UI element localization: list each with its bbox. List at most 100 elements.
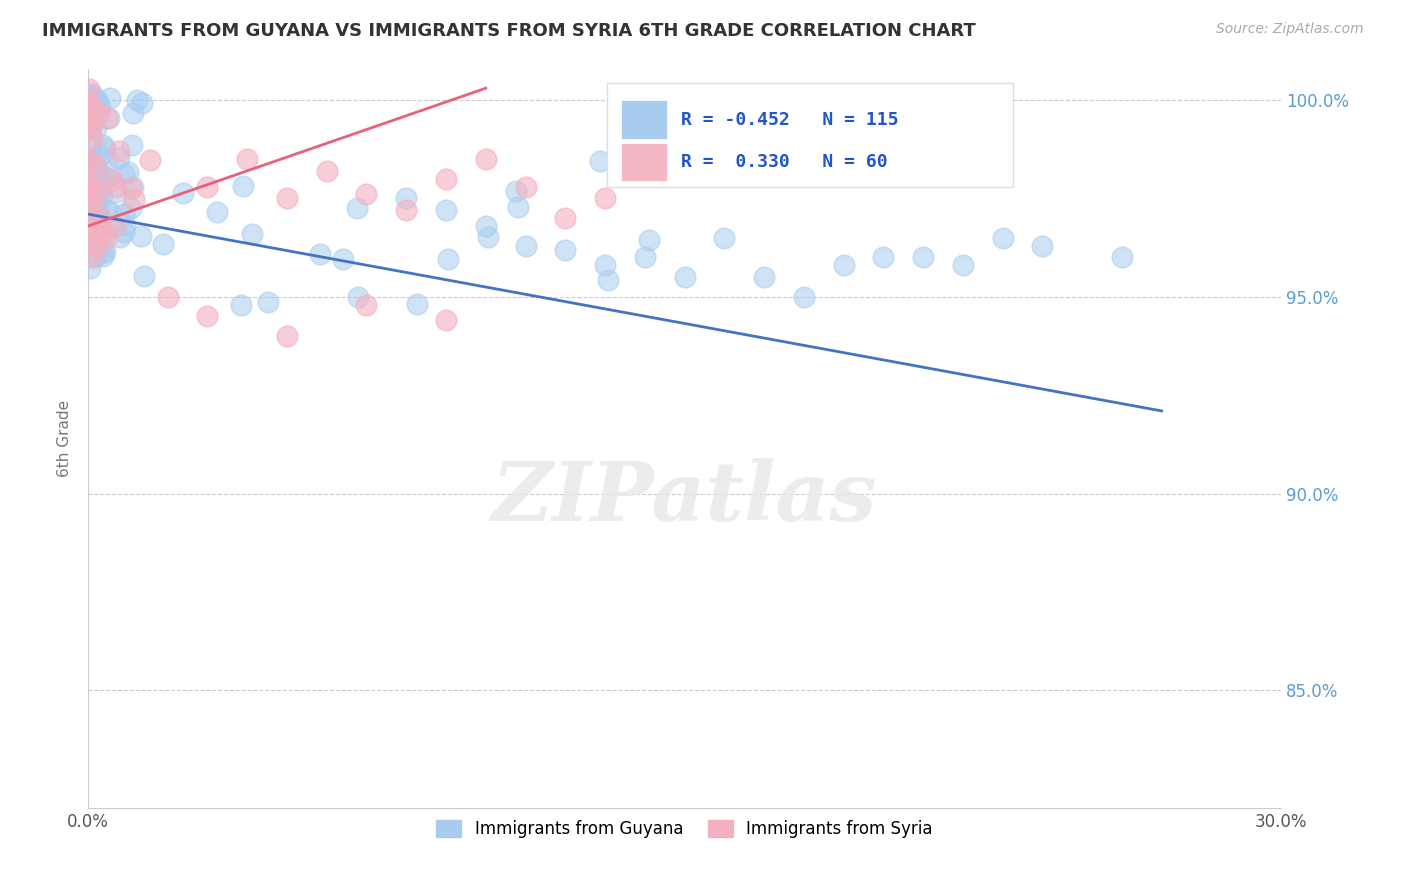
Point xyxy=(104,219,127,233)
Point xyxy=(156,290,179,304)
Point xyxy=(96,154,118,169)
Point xyxy=(98,205,121,219)
Point xyxy=(197,310,219,324)
Point xyxy=(231,298,253,312)
FancyBboxPatch shape xyxy=(621,100,666,139)
Text: Source: ZipAtlas.com: Source: ZipAtlas.com xyxy=(1216,22,1364,37)
Point xyxy=(129,228,152,243)
Point xyxy=(122,180,145,194)
Point xyxy=(80,178,103,192)
Point xyxy=(346,290,368,304)
Point xyxy=(832,258,855,272)
Point xyxy=(121,138,143,153)
Point xyxy=(515,179,537,194)
Text: R = -0.452   N = 115: R = -0.452 N = 115 xyxy=(681,111,898,128)
Text: R =  0.330   N = 60: R = 0.330 N = 60 xyxy=(681,153,887,170)
Point xyxy=(593,258,616,272)
Point xyxy=(131,95,153,110)
Point xyxy=(77,120,100,135)
Point xyxy=(79,186,101,200)
Point xyxy=(91,249,114,263)
Point xyxy=(80,224,103,238)
Point xyxy=(86,192,108,206)
Point xyxy=(80,112,103,126)
Point xyxy=(79,101,101,115)
Point xyxy=(77,102,100,116)
Point xyxy=(356,298,378,312)
Point xyxy=(434,203,457,218)
Point xyxy=(139,153,162,168)
Point xyxy=(87,183,110,197)
Point xyxy=(84,218,107,232)
Point xyxy=(87,180,110,194)
Point xyxy=(86,159,108,173)
Point xyxy=(77,219,100,233)
Point xyxy=(84,120,107,135)
Point xyxy=(79,225,101,239)
Point xyxy=(515,238,537,252)
Point xyxy=(793,290,815,304)
Point xyxy=(80,201,103,215)
Point xyxy=(713,231,735,245)
Point xyxy=(112,226,135,240)
Point xyxy=(94,244,117,259)
Point xyxy=(77,183,100,197)
Point xyxy=(87,166,110,180)
Point xyxy=(79,179,101,194)
Point xyxy=(96,112,118,126)
Point xyxy=(98,112,121,126)
Point xyxy=(77,174,100,188)
Point xyxy=(152,237,174,252)
Point xyxy=(80,250,103,264)
Point xyxy=(87,209,110,223)
Point xyxy=(596,272,619,286)
Point xyxy=(87,100,110,114)
Point xyxy=(105,179,128,194)
Legend: Immigrants from Guyana, Immigrants from Syria: Immigrants from Guyana, Immigrants from … xyxy=(430,813,939,845)
Point xyxy=(86,240,108,254)
FancyBboxPatch shape xyxy=(607,83,1012,187)
Text: ZIPatlas: ZIPatlas xyxy=(492,458,877,538)
Point xyxy=(84,250,107,264)
Point xyxy=(114,218,136,232)
Point xyxy=(77,199,100,213)
Point xyxy=(89,211,111,225)
Point xyxy=(108,151,131,165)
Point xyxy=(82,205,104,219)
Point xyxy=(752,270,775,285)
Point xyxy=(638,233,661,247)
Point xyxy=(437,252,460,266)
Point xyxy=(506,200,529,214)
Point xyxy=(276,191,298,205)
Point xyxy=(82,219,104,234)
Point xyxy=(84,92,107,106)
Point xyxy=(77,101,100,115)
Point xyxy=(242,227,264,241)
Point xyxy=(872,251,894,265)
Point xyxy=(912,251,935,265)
Point xyxy=(82,237,104,252)
Point xyxy=(80,99,103,113)
Point xyxy=(83,101,105,115)
Point xyxy=(112,167,135,181)
Point xyxy=(108,230,131,244)
Point xyxy=(434,171,457,186)
Point xyxy=(232,179,254,194)
Point xyxy=(94,231,117,245)
Point xyxy=(86,95,108,109)
Point xyxy=(77,189,100,203)
Point xyxy=(108,144,131,158)
Y-axis label: 6th Grade: 6th Grade xyxy=(58,400,72,477)
Point xyxy=(82,92,104,106)
Point xyxy=(257,295,280,310)
Point xyxy=(80,227,103,241)
Point xyxy=(84,196,107,211)
Point xyxy=(276,329,298,343)
Point xyxy=(554,243,576,257)
Point xyxy=(79,154,101,169)
Point xyxy=(82,194,104,209)
Point xyxy=(197,179,219,194)
Point xyxy=(77,115,100,129)
Point xyxy=(79,261,101,276)
Point xyxy=(86,185,108,199)
